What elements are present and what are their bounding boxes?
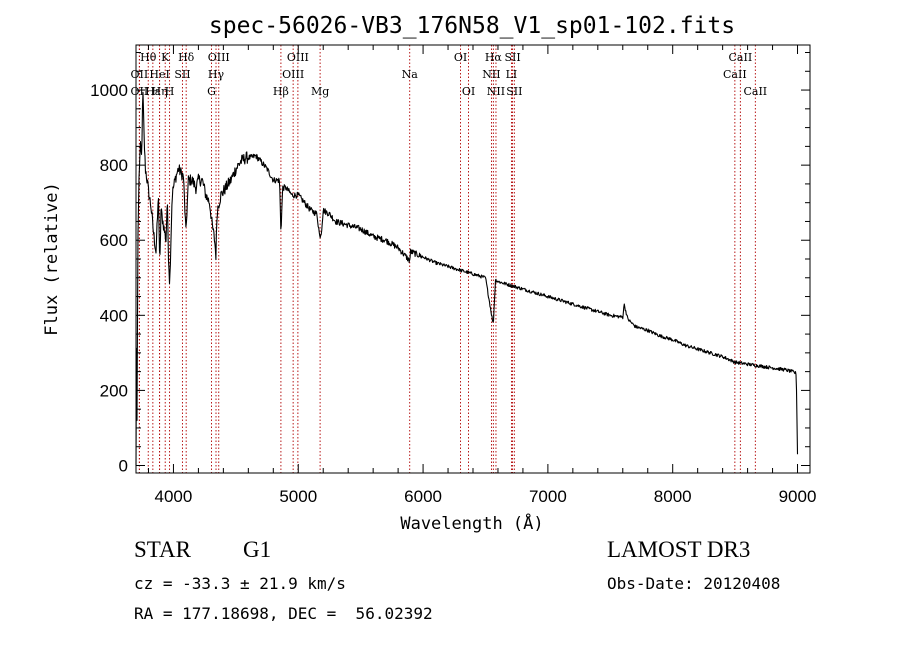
line-marker-group (138, 45, 756, 473)
velocity-readout: cz = -33.3 ± 21.9 km/s (134, 574, 346, 593)
y-tick-label: 0 (119, 456, 128, 475)
spectrum-chart: spec-56026-VB3_176N58_V1_sp01-102.fits H… (42, 13, 817, 534)
line-marker-label: OII (131, 68, 149, 81)
line-marker-label: Hη (151, 85, 167, 98)
x-tick-label: 9000 (779, 487, 817, 506)
line-marker-label: OI (454, 51, 467, 64)
line-marker-label: OII (131, 85, 149, 98)
y-tick-label: 400 (100, 306, 128, 325)
line-marker-label: CaII (729, 51, 753, 64)
chart-title: spec-56026-VB3_176N58_V1_sp01-102.fits (209, 13, 735, 39)
line-marker-label: HeI (149, 68, 169, 81)
x-axis: 4000 5000 6000 7000 8000 9000 (147, 45, 817, 506)
line-marker-label: SII (506, 85, 522, 98)
y-tick-label: 600 (100, 231, 128, 250)
line-marker-label: OIII (282, 68, 304, 81)
line-marker-label: G (207, 85, 216, 98)
line-marker-label: SII (504, 51, 520, 64)
line-marker-label: Hβ (273, 85, 289, 98)
line-marker-label: OIII (287, 51, 309, 64)
y-axis-label: Flux (relative) (42, 182, 62, 336)
x-axis-label: Wavelength (Å) (400, 512, 543, 534)
line-marker-label: Hδ (178, 51, 195, 64)
line-marker-label: NII (487, 85, 505, 98)
x-tick-label: 8000 (654, 487, 692, 506)
line-marker-label: OI (462, 85, 475, 98)
line-marker-label: K (161, 51, 170, 64)
line-marker-label: Hε (145, 85, 161, 98)
line-marker-label: CaII (723, 68, 747, 81)
line-marker-label: CaII (743, 85, 767, 98)
line-marker-label: Na (402, 68, 419, 81)
coordinates-readout: RA = 177.18698, DEC = 56.02392 (134, 604, 433, 623)
y-tick-label: 1000 (90, 81, 128, 100)
x-tick-label: 5000 (279, 487, 317, 506)
line-marker-label: H (165, 85, 175, 98)
line-marker-label: Hα (485, 51, 503, 64)
y-tick-label: 200 (100, 381, 128, 400)
line-marker-label: Hθ (140, 51, 157, 64)
x-tick-label: 4000 (155, 487, 193, 506)
line-marker-label: SII (174, 68, 190, 81)
line-marker-label: NII (482, 68, 500, 81)
observation-date: Obs-Date: 20120408 (607, 574, 781, 593)
y-tick-label: 800 (100, 156, 128, 175)
y-axis: 0 200 400 600 800 1000 (90, 52, 810, 475)
line-marker-label: Hγ (208, 68, 225, 81)
plot-frame (135, 44, 811, 474)
x-tick-label: 6000 (404, 487, 442, 506)
line-marker-label: LI (506, 68, 518, 81)
spectrum-line (135, 91, 799, 466)
line-marker-label: Mg (311, 85, 329, 98)
object-subclass: G1 (243, 537, 272, 562)
x-tick-label: 7000 (529, 487, 567, 506)
object-class: STAR (134, 537, 191, 562)
line-marker-label: OIII (208, 51, 230, 64)
survey-name: LAMOST DR3 (607, 537, 751, 562)
